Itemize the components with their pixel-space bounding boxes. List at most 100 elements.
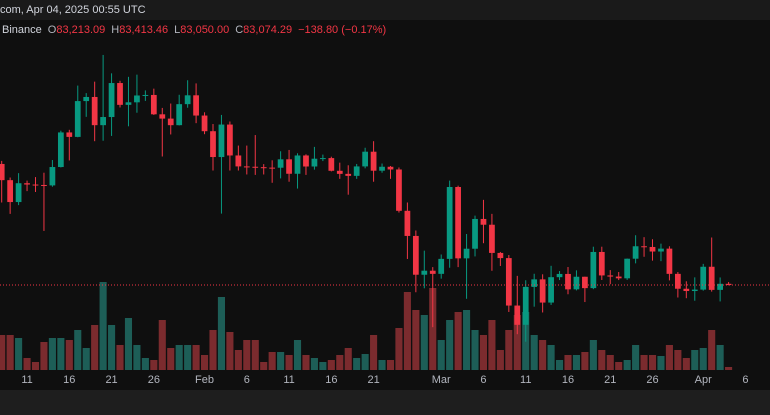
candle-body <box>463 248 470 259</box>
candle-body <box>303 155 309 167</box>
candle-body <box>142 94 149 96</box>
candle-body <box>210 131 216 158</box>
volume-bar <box>606 355 614 370</box>
volume-bar <box>488 320 496 370</box>
volume-bar <box>530 335 538 370</box>
volume-bar <box>91 325 99 370</box>
candle-body <box>396 169 402 211</box>
candle-body <box>353 166 360 176</box>
legend-value: 83,074.29 <box>243 24 292 36</box>
volume-bar <box>361 354 369 370</box>
volume-bar <box>192 345 200 370</box>
candle-body <box>641 246 647 248</box>
volume-bar <box>116 345 124 370</box>
volume-bar <box>699 348 707 370</box>
volume-bar <box>446 320 454 370</box>
volume-bar <box>623 360 631 370</box>
candle-body <box>32 184 39 186</box>
candle-body <box>311 158 318 167</box>
volume-bar <box>15 338 23 370</box>
candle-body <box>717 283 724 290</box>
candle-body <box>328 158 335 171</box>
volume-bar <box>505 330 513 370</box>
volume-bar <box>598 350 606 370</box>
volume-bar <box>691 350 699 370</box>
candle-body <box>429 270 436 274</box>
candle-body <box>294 155 301 174</box>
volume-bar <box>23 358 31 370</box>
volume-bar <box>344 348 352 370</box>
x-tick-label: 16 <box>325 374 337 386</box>
candle-body <box>666 248 673 274</box>
candle-body <box>649 246 656 252</box>
volume-bar <box>463 310 471 370</box>
volume-bar <box>589 340 597 370</box>
volume-bar <box>141 358 149 370</box>
volume-bar <box>615 362 623 370</box>
volume-bar <box>40 342 48 370</box>
x-tick-label: Feb <box>195 374 214 386</box>
volume-bar <box>386 360 395 370</box>
candle-body <box>201 115 208 132</box>
candle-body <box>7 180 14 203</box>
candle-body <box>362 151 369 167</box>
candle-body <box>286 159 292 174</box>
candle-body <box>522 286 529 325</box>
candle-body <box>41 184 47 186</box>
candle-body <box>446 186 453 259</box>
candle-body <box>235 155 242 167</box>
volume-bar <box>243 340 251 370</box>
candle-body <box>683 288 690 292</box>
volume-bar <box>48 338 56 370</box>
candle-body <box>345 173 352 176</box>
volume-bar <box>108 325 116 370</box>
volume-bar <box>175 345 183 370</box>
volume-bar <box>200 355 209 370</box>
volume-bar <box>65 340 73 370</box>
volume-bar <box>234 350 242 370</box>
volume-bar <box>682 358 690 370</box>
volume-bar <box>640 355 648 370</box>
candle-body <box>708 266 715 290</box>
legend-label: L <box>174 24 180 36</box>
candle-body <box>91 96 98 126</box>
volume-bar <box>302 355 310 370</box>
x-tick-label: 16 <box>562 374 574 386</box>
volume-bar <box>657 356 665 370</box>
volume-bar <box>539 340 547 370</box>
volume-bar <box>184 345 192 370</box>
candle-body <box>387 166 394 170</box>
chart-title: com, Apr 04, 2025 00:55 UTC <box>0 4 146 16</box>
candle-body <box>125 102 132 105</box>
x-tick-label: 26 <box>148 374 160 386</box>
candle-body <box>167 118 174 126</box>
volume-bar <box>293 340 302 370</box>
candle-body <box>565 273 571 290</box>
volume-bar <box>378 360 386 370</box>
volume-bar <box>167 348 175 370</box>
volume-bar <box>133 345 141 370</box>
candle-body <box>243 166 250 168</box>
x-tick-label: 6 <box>480 374 486 386</box>
candle-body <box>66 132 73 137</box>
candle-body <box>176 104 183 126</box>
volume-bar <box>31 362 40 370</box>
volume-bar <box>209 330 217 370</box>
candle-body <box>725 283 732 286</box>
candle-body <box>658 248 664 252</box>
candle-body <box>260 167 267 169</box>
volume-bar <box>496 350 504 370</box>
volume-bar <box>471 330 479 370</box>
volume-bar <box>99 282 107 370</box>
candle-body <box>370 151 377 171</box>
candle-body <box>336 170 343 174</box>
volume-bar <box>285 355 293 370</box>
x-tick-label: 11 <box>283 374 294 386</box>
candle-body <box>497 252 504 259</box>
x-tick-label: 21 <box>604 374 616 386</box>
legend-label: H <box>111 24 119 36</box>
legend-value: 83,213.09 <box>56 24 105 36</box>
candle-body <box>379 166 385 171</box>
